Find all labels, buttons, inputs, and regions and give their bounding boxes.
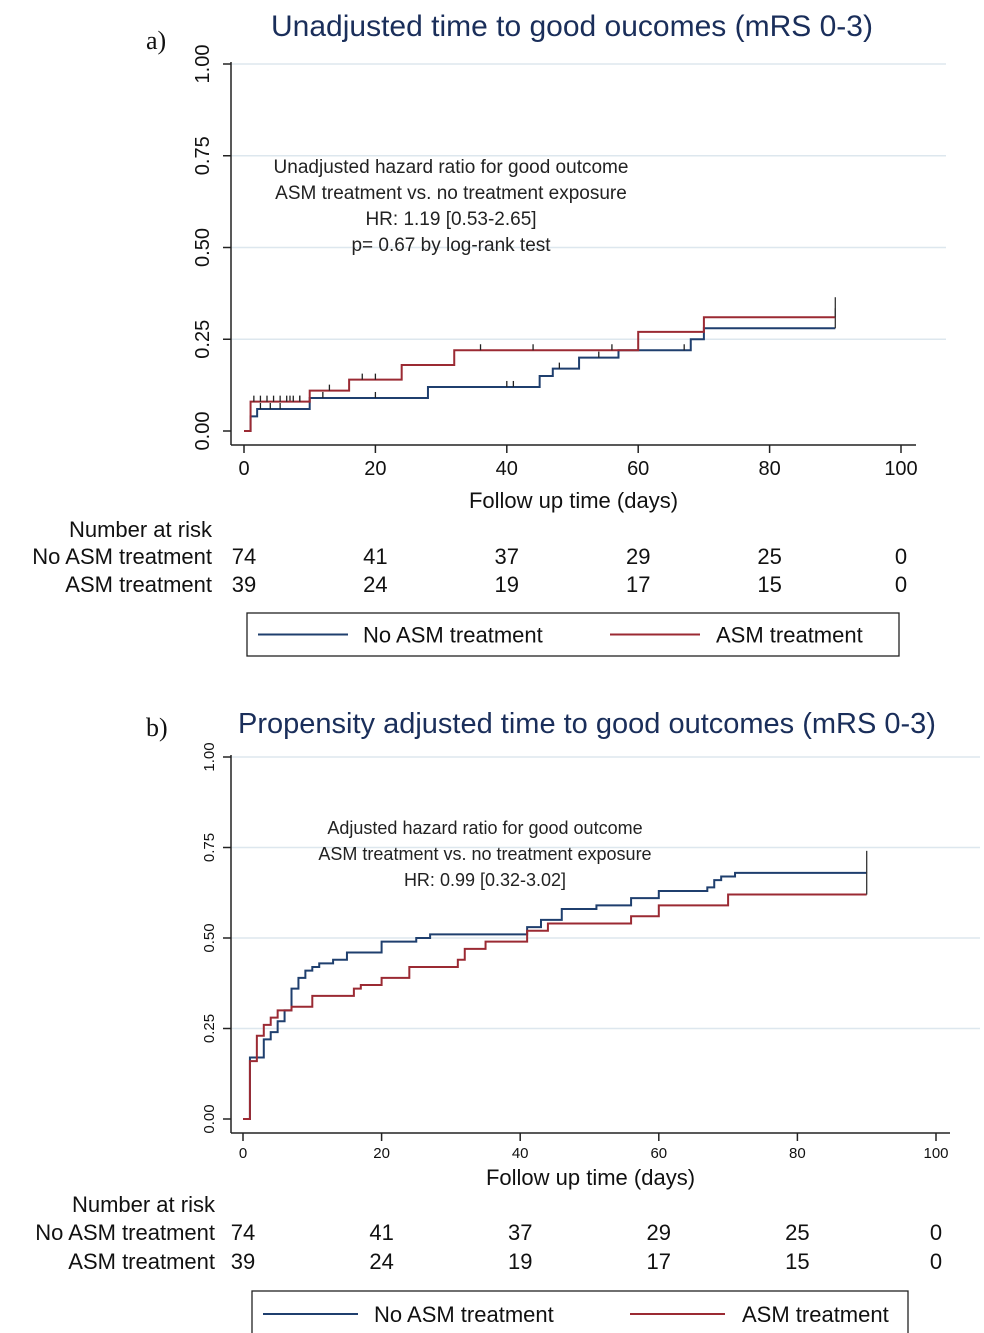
panel-b-y-tick-label: 0.00: [201, 1104, 218, 1133]
panel-b-y-tick-label: 0.25: [201, 1014, 218, 1043]
panel-b-risk-value: 74: [231, 1220, 255, 1245]
panel-b-x-tick-label: 80: [789, 1145, 806, 1162]
panel-a-risk-value: 37: [495, 544, 519, 569]
panel-b-series-line-asm: [243, 893, 867, 1120]
panel-a-x-tick-label: 60: [627, 458, 649, 480]
panel-a-series-line-asm: [244, 316, 836, 432]
panel-b-chart-title: Propensity adjusted time to good outcome…: [238, 708, 936, 740]
panel-a-risk-value: 0: [895, 572, 907, 597]
panel-a-x-tick-label: 20: [364, 458, 386, 480]
panel-a-x-tick-label: 100: [884, 458, 917, 480]
panel-a-x-tick-label: 80: [758, 458, 780, 480]
panel-a-legend-label: No ASM treatment: [363, 623, 543, 648]
panel-a-risk-value: 39: [232, 572, 256, 597]
panel-a-y-tick-label: 0.00: [192, 412, 214, 451]
panel-b-risk-value: 41: [369, 1220, 393, 1245]
panel-b-annotation-line: ASM treatment vs. no treatment exposure: [318, 844, 651, 864]
panel-b-x-axis-label: Follow up time (days): [486, 1165, 695, 1190]
panel-b-y-tick-label: 0.75: [201, 833, 218, 862]
panel-b-risk-value: 0: [930, 1220, 942, 1245]
panel-a-risk-header: Number at risk: [69, 517, 213, 542]
panel-a-y-tick-label: 0.25: [192, 320, 214, 359]
panel-a-risk-row-label: No ASM treatment: [32, 544, 212, 569]
panel-a-risk-value: 0: [895, 544, 907, 569]
panel-b-annotation-line: Adjusted hazard ratio for good outcome: [327, 818, 642, 838]
panel-a-chart-title: Unadjusted time to good oucomes (mRS 0-3…: [271, 10, 873, 43]
panel-a-risk-value: 24: [363, 572, 387, 597]
panel-a-series-line-no-asm: [244, 327, 836, 432]
panel-b-x-tick-label: 60: [650, 1145, 667, 1162]
panel-b-x-tick-label: 20: [373, 1145, 390, 1162]
panel-a-risk-row-label: ASM treatment: [65, 572, 212, 597]
panel-b-risk-value: 37: [508, 1220, 532, 1245]
panel-a-annotation-line: HR: 1.19 [0.53-2.65]: [365, 209, 536, 230]
panel-b-risk-value: 39: [231, 1249, 255, 1274]
panel-b-legend-label: No ASM treatment: [374, 1302, 554, 1327]
panel-b-risk-value: 19: [508, 1249, 532, 1274]
panel-a-risk-value: 29: [626, 544, 650, 569]
panel-b-series-line-no-asm: [243, 871, 867, 1120]
panel-b-label: b): [146, 713, 168, 742]
panel-a-risk-value: 25: [757, 544, 781, 569]
panel-b-risk-value: 15: [785, 1249, 809, 1274]
panel-a-x-tick-label: 40: [496, 458, 518, 480]
panel-a-x-tick-label: 0: [238, 458, 249, 480]
panel-b-risk-value: 25: [785, 1220, 809, 1245]
panel-b-x-tick-label: 0: [239, 1145, 247, 1162]
panel-b-risk-value: 17: [647, 1249, 671, 1274]
panel-a-y-tick-label: 0.50: [192, 228, 214, 267]
panel-a-label: a): [146, 26, 167, 55]
panel-b-x-tick-label: 100: [923, 1145, 948, 1162]
panel-b-legend-box: [251, 1290, 909, 1333]
panel-b-y-tick-label: 0.50: [201, 923, 218, 952]
panel-a-y-tick-label: 1.00: [192, 45, 214, 84]
panel-b-legend-label: ASM treatment: [742, 1302, 889, 1327]
panel-a-annotation-line: ASM treatment vs. no treatment exposure: [275, 183, 627, 204]
panel-a-risk-value: 15: [757, 572, 781, 597]
panel-b-risk-row-label: No ASM treatment: [35, 1220, 215, 1245]
panel-b-annotation-line: HR: 0.99 [0.32-3.02]: [404, 870, 566, 890]
panel-a-annotation-line: p= 0.67 by log-rank test: [351, 235, 551, 256]
panel-a-risk-value: 19: [495, 572, 519, 597]
panel-b-risk-value: 29: [647, 1220, 671, 1245]
panel-a-legend-box: [246, 612, 900, 657]
panel-b-risk-header: Number at risk: [72, 1192, 216, 1217]
panel-b-risk-row-label: ASM treatment: [68, 1249, 215, 1274]
panel-a-x-axis-label: Follow up time (days): [469, 488, 678, 513]
panel-a-risk-value: 41: [363, 544, 387, 569]
panel-b-risk-value: 0: [930, 1249, 942, 1274]
panel-b-risk-value: 24: [369, 1249, 393, 1274]
panel-b-x-tick-label: 40: [512, 1145, 529, 1162]
panel-a-annotation-line: Unadjusted hazard ratio for good outcome: [274, 157, 629, 178]
panel-a-y-tick-label: 0.75: [192, 136, 214, 175]
panel-a-risk-value: 74: [232, 544, 256, 569]
panel-a-legend-label: ASM treatment: [716, 623, 863, 648]
panel-b-y-tick-label: 1.00: [201, 742, 218, 771]
panel-a-risk-value: 17: [626, 572, 650, 597]
